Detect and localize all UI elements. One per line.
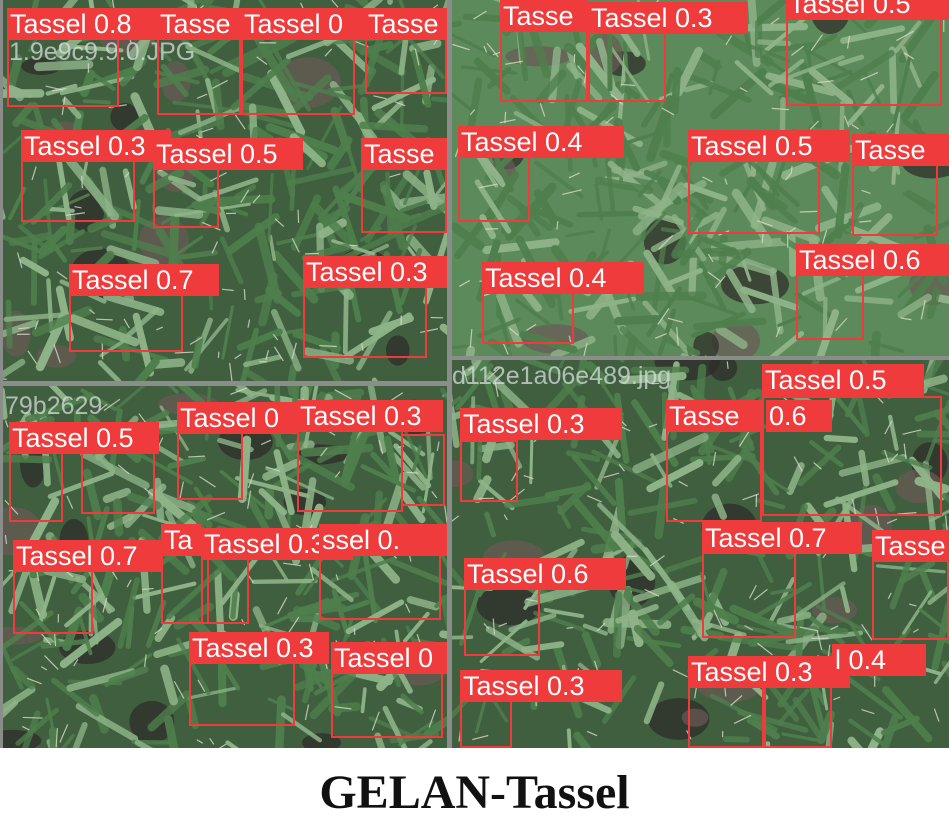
tassel-box [189, 662, 295, 726]
detection-label: Tassel 0 [241, 8, 365, 40]
detection-label: Tassel 0 [331, 642, 447, 674]
tassel-box [764, 682, 832, 748]
detection-label: Tasse [361, 138, 447, 170]
detection-panel-bottom-left: 79b2629 Tassel 0.5 Tassel 0 Tassel 0.3 T… [3, 386, 447, 748]
detection-label: Tassel 0.3 [688, 656, 850, 688]
detection-label: Ta [161, 524, 201, 556]
tassel-box [852, 164, 938, 236]
tassel-box [21, 160, 135, 222]
detection-label: Tasse [500, 0, 588, 32]
tassel-box [460, 440, 518, 502]
tassel-box [157, 38, 241, 115]
tassel-box [588, 32, 666, 102]
detection-label: Tassel 0.3 [303, 256, 447, 288]
detection-label: Tassel 0.5 [762, 364, 924, 396]
detection-label: Tasse [852, 134, 949, 166]
image-filename: 1.9e9c9.9.0.JPG [9, 38, 196, 66]
tassel-box [7, 38, 119, 107]
tassel-box [69, 294, 183, 352]
detection-label: Tassel 0.3 [588, 2, 748, 34]
detection-label: Tasse [365, 8, 447, 40]
tassel-box [331, 672, 443, 738]
tassel-box [177, 432, 243, 500]
tassel-box [666, 428, 762, 522]
detection-label: Tassel 0.8 [7, 8, 159, 40]
detection-label: Tassel 0.3 [460, 408, 622, 440]
tassel-box [458, 156, 530, 222]
detection-label: Tassel 0.4 [482, 262, 644, 294]
tassel-box [702, 552, 796, 638]
detection-label: Tassel 0.3 [21, 130, 171, 162]
corn-field-image [452, 0, 949, 356]
detection-panel-top-right: Tasse Tassel 0.3 Tassel 0.5 Tassel 0.4 T… [452, 0, 949, 356]
tassel-box [688, 160, 820, 234]
detection-label: Tassel 0.5 [688, 130, 850, 162]
detection-label: Tassel 0.6 [464, 558, 626, 590]
tassel-box [9, 450, 63, 522]
tassel-box [762, 396, 942, 516]
detection-label: Tasse [872, 530, 949, 562]
tassel-box [319, 554, 441, 620]
tassel-box [500, 30, 588, 102]
detection-label: Tassel 0.7 [69, 264, 219, 296]
detection-label: Tassel 0.3 [297, 400, 443, 432]
detection-label: Tassel 0.7 [13, 540, 163, 572]
tassel-box [796, 274, 864, 340]
tassel-box [464, 588, 540, 656]
tassel-box [201, 554, 249, 624]
tassel-box [365, 38, 447, 94]
tassel-box [688, 686, 764, 748]
tassel-box [460, 700, 512, 748]
detection-label: Tassel 0.3 [460, 670, 622, 702]
tassel-box [786, 18, 942, 106]
tassel-box [241, 38, 355, 115]
tassel-box [153, 168, 219, 228]
tassel-box [482, 292, 574, 344]
detection-label: Tassel 0.3 [189, 632, 329, 664]
detection-panel-top-left: 1.9e9c9.9.0.JPG Tassel 0.8 Tasse Tassel … [3, 0, 447, 381]
tassel-box [297, 430, 403, 512]
tassel-box [81, 450, 155, 514]
image-filename: 79b2629 [5, 392, 103, 420]
tassel-box [303, 286, 427, 358]
detection-label: Tassel 0.5 [786, 0, 949, 20]
detection-label: Tassel 0 [177, 402, 297, 434]
detection-label: Tasse [666, 400, 762, 432]
detection-grid: 1.9e9c9.9.0.JPG Tassel 0.8 Tasse Tassel … [0, 0, 949, 748]
detection-label: Tassel 0.4 [458, 126, 624, 158]
detection-label: Tassel 0.7 [702, 522, 862, 554]
image-filename: d112e1a06e489.jpg [452, 362, 672, 390]
detection-label: Tassel 0.5 [9, 422, 159, 454]
detection-label: Tassel 0.6 [796, 244, 949, 276]
detection-label: Tassel 0.3 [201, 528, 353, 560]
tassel-box [872, 560, 949, 640]
detection-label: 0.6 [766, 400, 832, 432]
detection-label: Tassel 0.5 [153, 138, 303, 170]
figure-caption: GELAN-Tassel [319, 766, 630, 819]
detection-label: ssel 0. [319, 524, 447, 556]
tassel-box [361, 168, 447, 233]
tassel-box [13, 570, 93, 634]
detection-label: l 0.4 [832, 644, 926, 676]
tassel-box [401, 434, 445, 506]
detection-label: Tasse [157, 8, 241, 40]
detection-panel-bottom-right: d112e1a06e489.jpg Tassel 0.3 Tassel 0.5 … [452, 360, 949, 748]
